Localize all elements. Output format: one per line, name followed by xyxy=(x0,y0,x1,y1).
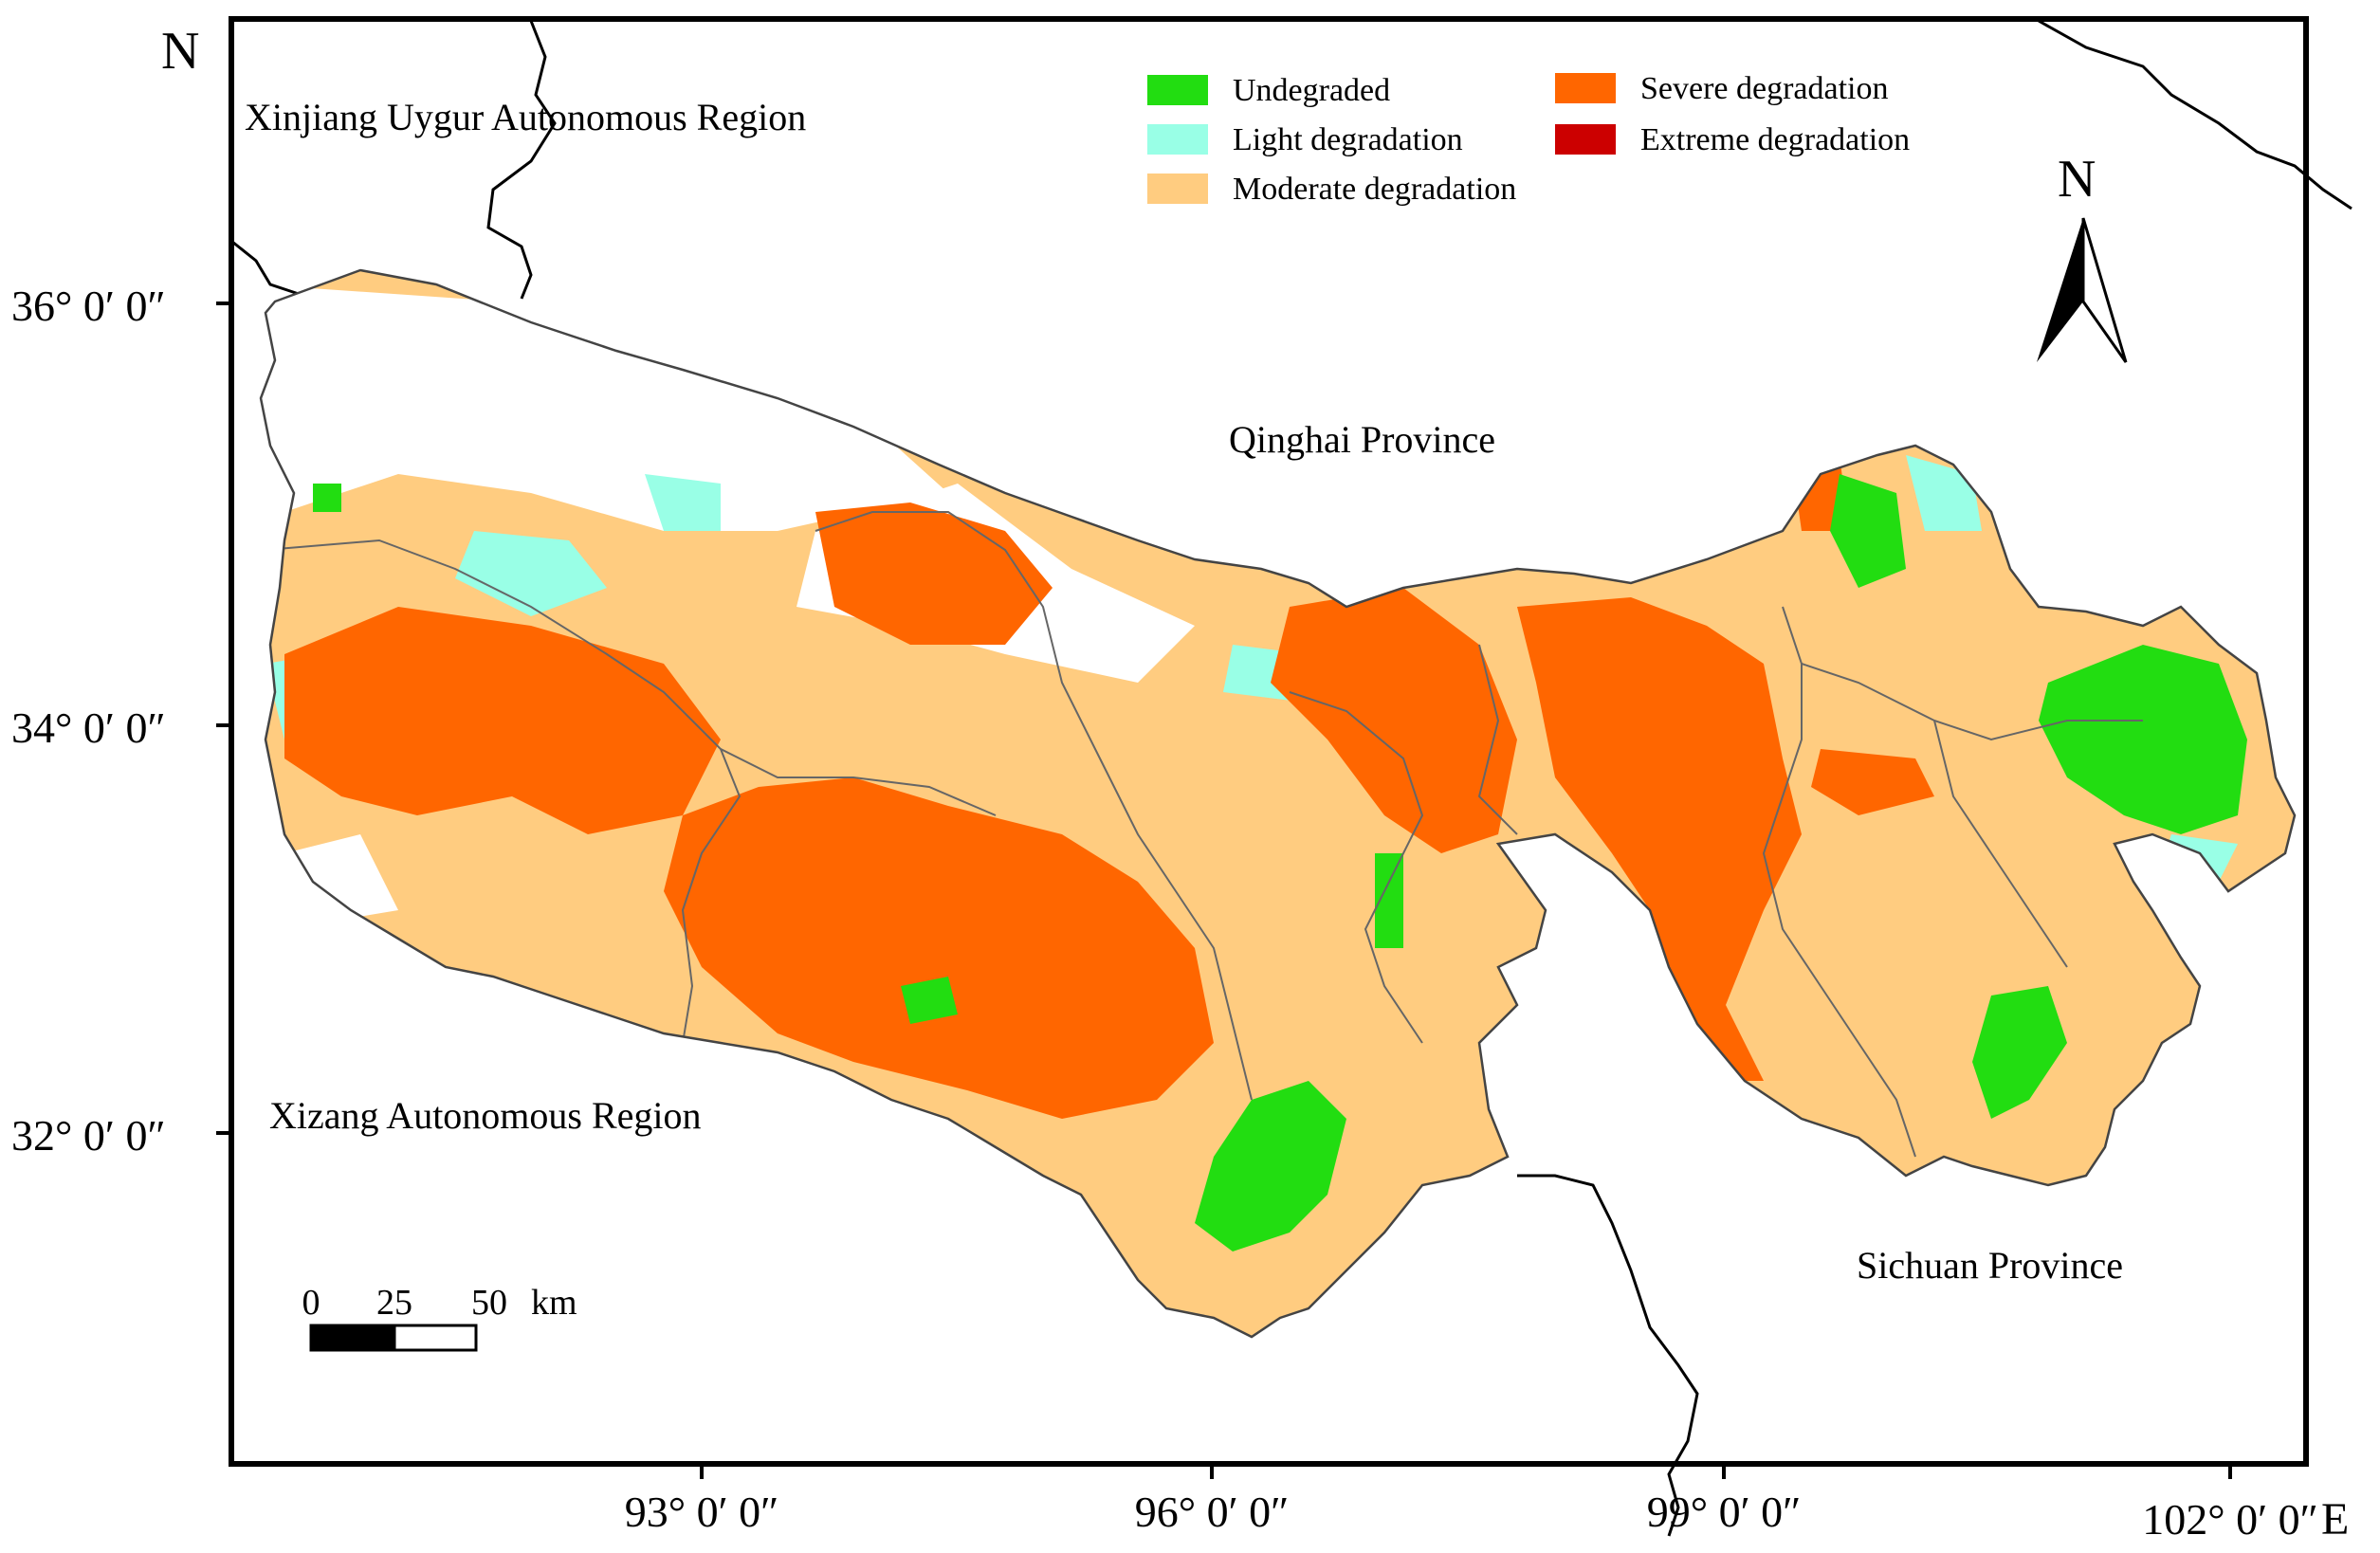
county-line-5 xyxy=(1477,644,1518,835)
severe-patch-west xyxy=(284,607,721,834)
xinjiang-qinghai-boundary xyxy=(486,20,557,300)
scale-unit: km xyxy=(531,1283,577,1323)
white-patch-w xyxy=(284,834,398,920)
severe-patch-ne xyxy=(1517,597,1802,1081)
legend-swatch-extreme xyxy=(1555,124,1616,155)
county-boundaries xyxy=(265,511,2143,1158)
undegraded-patches xyxy=(313,474,2247,1252)
legend-swatch-light xyxy=(1147,124,1208,155)
north-corner-label: N xyxy=(161,22,199,81)
lon-label-93: 93° 0′ 0″ xyxy=(625,1488,779,1536)
west-boundary-top xyxy=(231,240,300,296)
scale-label-0: 0 xyxy=(302,1283,320,1323)
east-corner-label: E xyxy=(2321,1494,2349,1544)
legend: Undegraded Light degradation Moderate de… xyxy=(1147,71,1910,207)
north-arrow-label: N xyxy=(2058,150,2096,209)
lat-label-36: 36° 0′ 0″ xyxy=(11,282,166,330)
legend-label-moderate: Moderate degradation xyxy=(1233,172,1516,207)
light-patch-3 xyxy=(645,474,721,531)
undegraded-patch-south xyxy=(1195,1081,1346,1252)
lon-label-99: 99° 0′ 0″ xyxy=(1647,1488,1802,1536)
county-line-4 xyxy=(1289,691,1424,1044)
white-patch-nw xyxy=(261,284,948,531)
undegraded-patch-se xyxy=(1972,986,2067,1119)
severe-patch-north-central xyxy=(815,502,1053,645)
severe-patch-east xyxy=(1811,749,1934,815)
legend-label-extreme: Extreme degradation xyxy=(1640,122,1910,157)
legend-swatch-moderate xyxy=(1147,174,1208,204)
county-line-3 xyxy=(720,748,997,816)
north-east-boundary xyxy=(2038,19,2353,210)
scale-label-50: 50 xyxy=(471,1283,507,1323)
lat-label-34: 34° 0′ 0″ xyxy=(11,703,166,752)
county-line-6 xyxy=(1762,606,1916,1158)
scale-bar-white-segment xyxy=(393,1324,478,1352)
severe-patch-central xyxy=(664,777,1214,1119)
severe-degradation-patches xyxy=(284,455,1934,1119)
county-line-7 xyxy=(1801,663,2143,741)
lon-label-96: 96° 0′ 0″ xyxy=(1135,1488,1290,1536)
sichuan-boundary xyxy=(1517,1174,1699,1537)
undegraded-patch-ne xyxy=(2039,645,2247,834)
legend-swatch-undegraded xyxy=(1147,75,1208,105)
lon-label-102: 102° 0′ 0″ xyxy=(2142,1495,2318,1544)
severe-patch-east-central xyxy=(1271,588,1517,853)
north-arrow: N xyxy=(2037,150,2128,363)
region-label-sichuan: Sichuan Province xyxy=(1857,1244,2123,1287)
undegraded-patch-small-2 xyxy=(1375,853,1403,948)
legend-swatch-severe xyxy=(1555,73,1616,103)
north-arrow-right-half xyxy=(2081,217,2128,363)
legend-label-undegraded: Undegraded xyxy=(1233,73,1390,108)
scale-label-25: 25 xyxy=(376,1283,412,1323)
lat-label-32: 32° 0′ 0″ xyxy=(11,1111,166,1160)
axis-ticks xyxy=(216,301,2232,1479)
legend-label-severe: Severe degradation xyxy=(1640,71,1889,106)
scale-bar: 0 25 50 km xyxy=(302,1283,577,1352)
undegraded-patch-small-3 xyxy=(313,484,341,512)
scale-bar-black-segment xyxy=(309,1324,396,1352)
county-line-1 xyxy=(265,539,741,1044)
county-line-2 xyxy=(815,511,1253,1101)
undegraded-patch-small-1 xyxy=(901,977,958,1024)
undegraded-patch-e xyxy=(1830,474,1906,588)
study-area-outline xyxy=(259,268,2297,1339)
region-label-xizang: Xizang Autonomous Region xyxy=(269,1094,702,1137)
light-patch-1 xyxy=(455,531,607,616)
region-label-qinghai: Qinghai Province xyxy=(1229,418,1495,461)
county-line-8 xyxy=(1933,720,2068,968)
north-arrow-left-half xyxy=(2037,218,2083,362)
province-boundary-lines xyxy=(231,19,2353,1537)
map-frame xyxy=(229,16,2309,1467)
legend-label-light: Light degradation xyxy=(1233,122,1463,157)
region-label-xinjiang: Xinjiang Uygur Autonomous Region xyxy=(245,96,806,138)
